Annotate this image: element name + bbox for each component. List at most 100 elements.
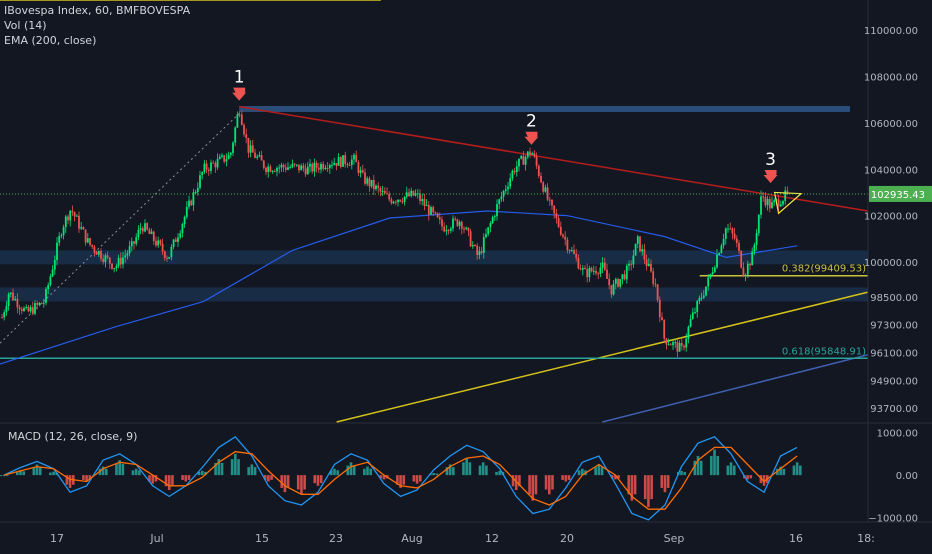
candle-body[interactable] [683,345,685,348]
candle-body[interactable] [680,342,683,346]
candle-body[interactable] [212,162,215,164]
macd-histogram-bar[interactable] [250,464,254,476]
macd-histogram-bar[interactable] [581,468,584,476]
candle-body[interactable] [746,263,749,275]
macd-histogram-bar[interactable] [693,460,697,476]
macd-histogram-bar[interactable] [402,475,406,485]
candle-body[interactable] [482,237,485,253]
macd-legend[interactable]: MACD (12, 26, close, 9) [8,430,138,443]
candle-body[interactable] [247,137,250,153]
candle-body[interactable] [84,229,87,243]
macd-histogram-bar[interactable] [561,475,564,480]
triangle-pattern[interactable] [773,191,803,215]
macd-histogram-bar[interactable] [528,475,531,495]
candle-body[interactable] [731,228,734,234]
macd-histogram-bar[interactable] [131,470,135,476]
candle-body[interactable] [267,166,270,173]
macd-histogram-bar[interactable] [435,473,439,476]
candle-body[interactable] [302,165,305,169]
candle-body[interactable] [566,239,569,251]
candle-body[interactable] [606,269,608,279]
candle-body[interactable] [183,216,186,225]
candle-body[interactable] [397,199,399,203]
macd-histogram-bar[interactable] [346,465,350,476]
macd-histogram-bar[interactable] [38,467,42,476]
macd-histogram-bar[interactable] [138,470,141,476]
macd-histogram-bar[interactable] [237,459,240,476]
symbol-legend[interactable]: IBovespa Index, 60, BMFBOVESPA [4,4,191,17]
candle-body[interactable] [454,218,457,220]
candle-body[interactable] [73,212,76,217]
macd-histogram-bar[interactable] [478,465,482,476]
candle-body[interactable] [711,272,714,275]
macd-histogram-bar[interactable] [349,462,353,476]
candle-body[interactable] [49,276,52,286]
macd-histogram-bar[interactable] [352,465,356,476]
candle-body[interactable] [590,267,593,272]
candle-body[interactable] [152,231,155,241]
candle-body[interactable] [361,170,364,173]
candle-body[interactable] [135,237,138,244]
candle-body[interactable] [753,244,756,252]
candle-body[interactable] [414,193,417,196]
macd-histogram-bar[interactable] [214,462,217,476]
trend-line[interactable] [336,291,869,423]
arrow-label-arrow2[interactable]: 2 [526,112,537,132]
candle-body[interactable] [610,285,613,295]
candle-body[interactable] [370,179,373,187]
candle-body[interactable] [350,159,353,166]
candle-body[interactable] [38,302,41,305]
candle-body[interactable] [346,163,349,166]
macd-histogram-bar[interactable] [597,464,601,476]
candle-body[interactable] [172,239,175,247]
candle-body[interactable] [474,244,476,246]
macd-histogram-bar[interactable] [643,475,647,500]
candle-body[interactable] [221,155,223,157]
candle-body[interactable] [100,250,102,259]
candle-body[interactable] [441,219,443,227]
candle-body[interactable] [298,164,300,171]
candle-body[interactable] [188,200,190,207]
candle-body[interactable] [579,268,582,270]
candle-body[interactable] [18,307,21,310]
macd-histogram-bar[interactable] [234,453,237,476]
candle-body[interactable] [273,171,276,173]
candle-body[interactable] [544,187,547,192]
candle-body[interactable] [133,241,135,244]
macd-histogram-bar[interactable] [230,459,234,476]
candle-body[interactable] [471,244,474,247]
candle-body[interactable] [639,236,641,252]
macd-histogram-bar[interactable] [286,475,290,488]
candle-body[interactable] [694,312,696,314]
candle-body[interactable] [564,236,567,240]
candle-body[interactable] [779,204,782,207]
candle-body[interactable] [614,278,617,284]
candle-body[interactable] [628,263,630,266]
candle-body[interactable] [515,166,518,173]
candle-body[interactable] [689,318,692,327]
macd-histogram-bar[interactable] [296,475,300,490]
candle-body[interactable] [276,167,278,172]
candle-body[interactable] [762,196,765,198]
macd-histogram-bar[interactable] [462,462,465,476]
candle-body[interactable] [372,179,375,190]
macd-histogram-bar[interactable] [82,475,85,480]
candle-body[interactable] [119,257,122,265]
candle-body[interactable] [45,288,47,303]
candle-body[interactable] [487,227,490,235]
macd-histogram-bar[interactable] [316,475,320,486]
candle-body[interactable] [687,326,690,339]
candle-body[interactable] [366,178,369,184]
candle-body[interactable] [309,163,311,167]
candle-body[interactable] [524,157,527,165]
candle-body[interactable] [225,159,228,162]
candle-body[interactable] [278,167,281,169]
candle-body[interactable] [137,229,140,238]
candle-body[interactable] [548,199,551,201]
macd-histogram-bar[interactable] [303,475,306,490]
candle-body[interactable] [654,283,657,285]
candle-body[interactable] [324,167,327,169]
macd-histogram-bar[interactable] [300,475,303,495]
candle-body[interactable] [412,190,415,196]
candle-body[interactable] [238,114,241,116]
